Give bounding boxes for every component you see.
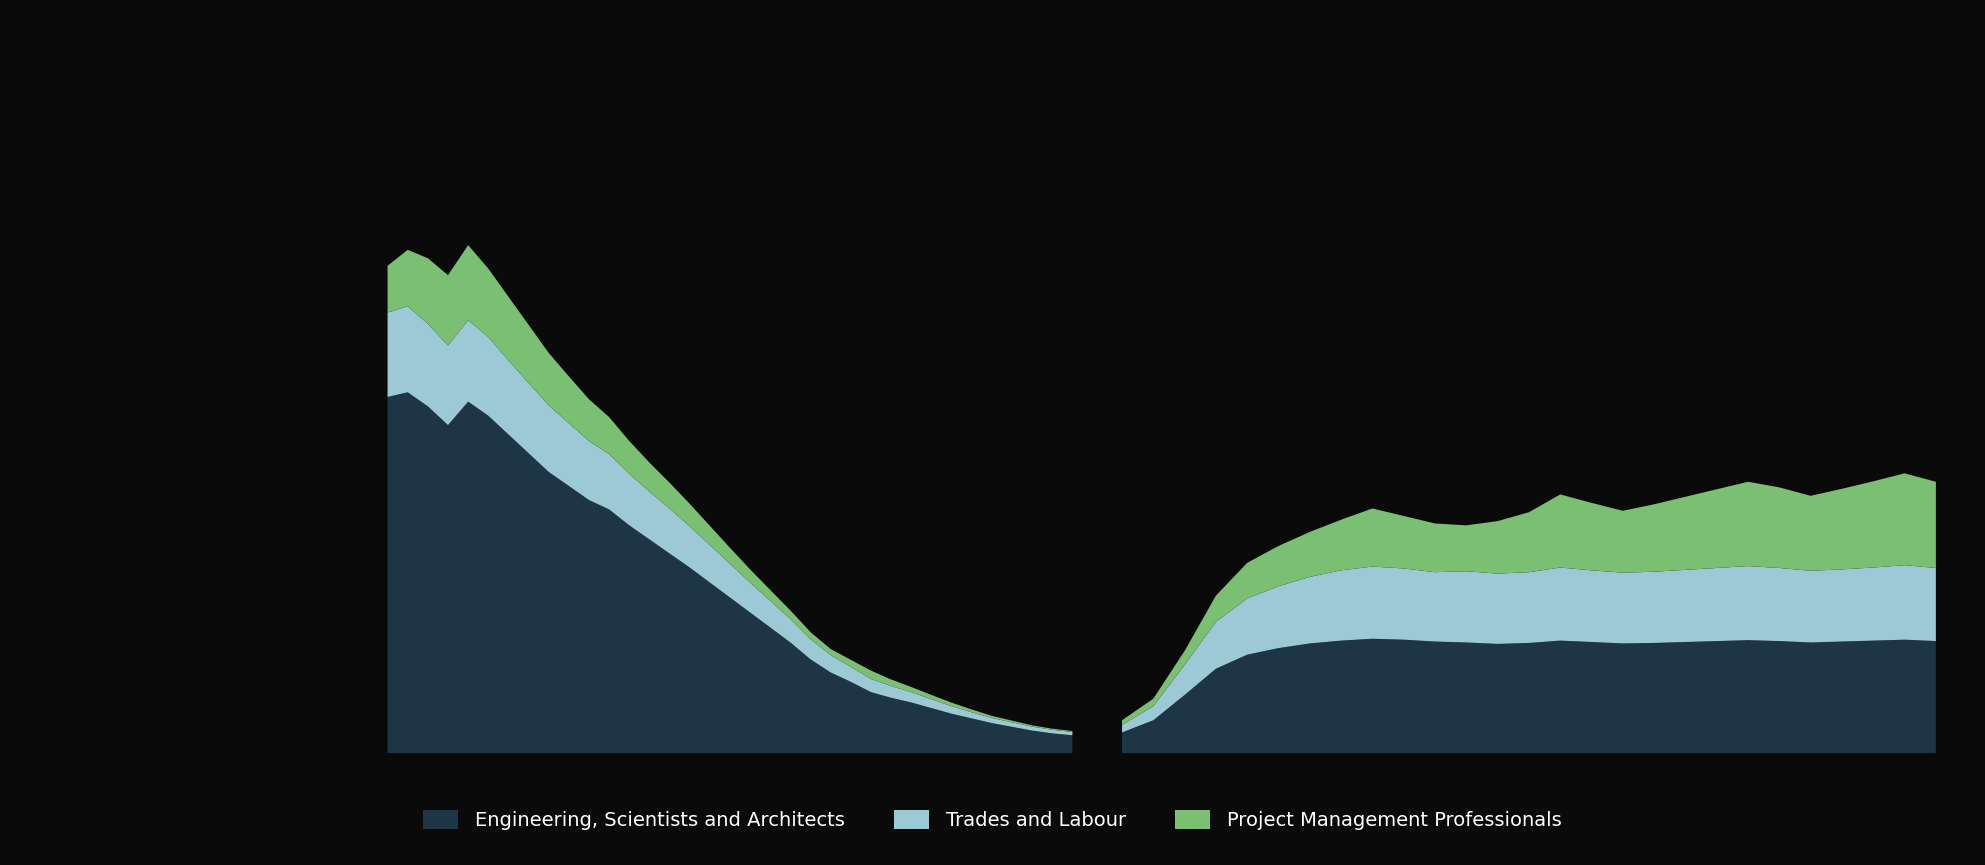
Legend: Engineering, Scientists and Architects, Trades and Labour, Project Management Pr: Engineering, Scientists and Architects, … xyxy=(415,803,1570,838)
